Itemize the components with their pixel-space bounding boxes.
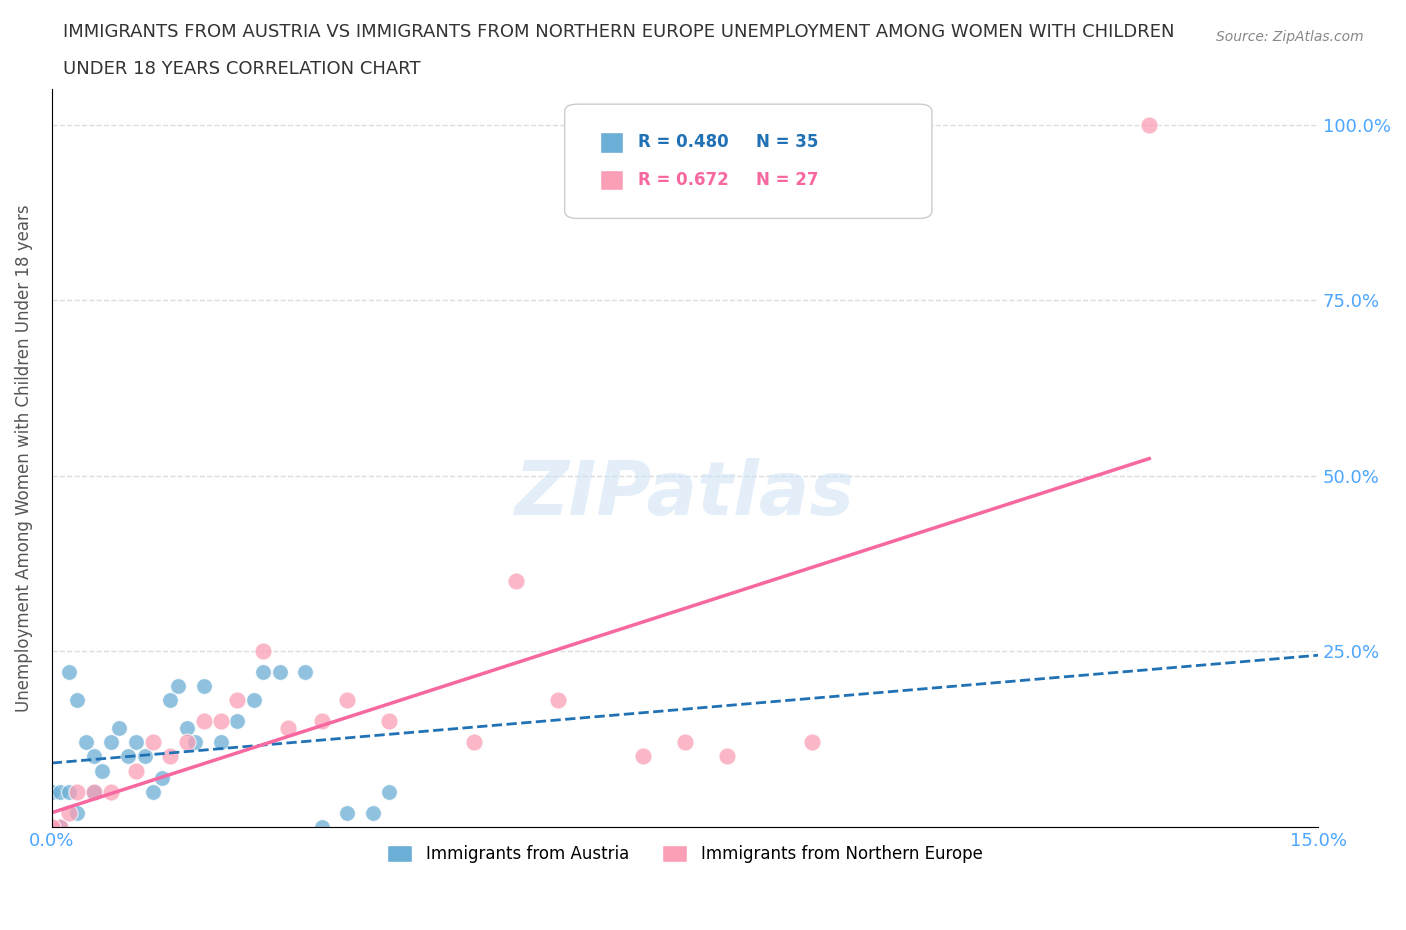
Point (41, 819, 63, 834)
Point (83, 749, 105, 764)
Point (277, 721, 299, 736)
Point (336, 693, 359, 708)
Legend: Immigrants from Austria, Immigrants from Northern Europe: Immigrants from Austria, Immigrants from… (381, 839, 990, 870)
Point (49, 784, 72, 799)
Point (378, 784, 401, 799)
Point (125, 735, 148, 750)
Point (125, 764, 148, 778)
Point (361, 805, 384, 820)
Bar (600, 170, 623, 191)
Point (184, 735, 207, 750)
Point (49, 819, 72, 834)
Point (58, 805, 80, 820)
Point (673, 735, 696, 750)
Point (117, 749, 139, 764)
Point (336, 805, 359, 820)
Point (505, 574, 527, 589)
Y-axis label: Unemployment Among Women with Children Under 18 years: Unemployment Among Women with Children U… (15, 205, 32, 711)
Point (176, 721, 198, 736)
Point (547, 693, 569, 708)
Point (800, 735, 823, 750)
Point (176, 735, 198, 750)
Point (83, 784, 105, 799)
Bar (600, 132, 623, 153)
Point (150, 770, 173, 785)
Point (108, 721, 131, 736)
Text: IMMIGRANTS FROM AUSTRIA VS IMMIGRANTS FROM NORTHERN EUROPE UNEMPLOYMENT AMONG WO: IMMIGRANTS FROM AUSTRIA VS IMMIGRANTS FR… (63, 23, 1175, 41)
Point (1137, 117, 1160, 132)
Point (716, 749, 738, 764)
Text: R = 0.672: R = 0.672 (638, 171, 728, 189)
Point (91, 764, 114, 778)
FancyBboxPatch shape (565, 104, 932, 219)
Point (142, 735, 165, 750)
Text: N = 35: N = 35 (756, 134, 818, 152)
Point (209, 714, 232, 729)
Point (631, 749, 654, 764)
Point (226, 714, 249, 729)
Point (49, 819, 72, 834)
Point (269, 665, 291, 680)
Point (252, 665, 274, 680)
Point (66, 805, 89, 820)
Point (58, 784, 80, 799)
Point (142, 784, 165, 799)
Point (159, 693, 181, 708)
Point (193, 679, 215, 694)
Point (66, 693, 89, 708)
Text: R = 0.480: R = 0.480 (638, 134, 728, 152)
Point (209, 735, 232, 750)
Point (226, 693, 249, 708)
Point (252, 644, 274, 658)
Point (159, 749, 181, 764)
Point (463, 735, 485, 750)
Text: UNDER 18 YEARS CORRELATION CHART: UNDER 18 YEARS CORRELATION CHART (63, 60, 420, 78)
Point (100, 784, 122, 799)
Point (41, 819, 63, 834)
Point (66, 784, 89, 799)
Text: N = 27: N = 27 (756, 171, 818, 189)
Point (58, 665, 80, 680)
Point (311, 714, 333, 729)
Point (193, 714, 215, 729)
Point (294, 665, 316, 680)
Point (41, 819, 63, 834)
Text: ZIPatlas: ZIPatlas (515, 458, 855, 531)
Point (167, 679, 190, 694)
Text: Source: ZipAtlas.com: Source: ZipAtlas.com (1216, 30, 1364, 44)
Point (100, 735, 122, 750)
Point (41, 784, 63, 799)
Point (378, 714, 401, 729)
Point (311, 819, 333, 834)
Point (41, 819, 63, 834)
Point (243, 693, 266, 708)
Point (134, 749, 156, 764)
Point (83, 784, 105, 799)
Point (75, 735, 97, 750)
